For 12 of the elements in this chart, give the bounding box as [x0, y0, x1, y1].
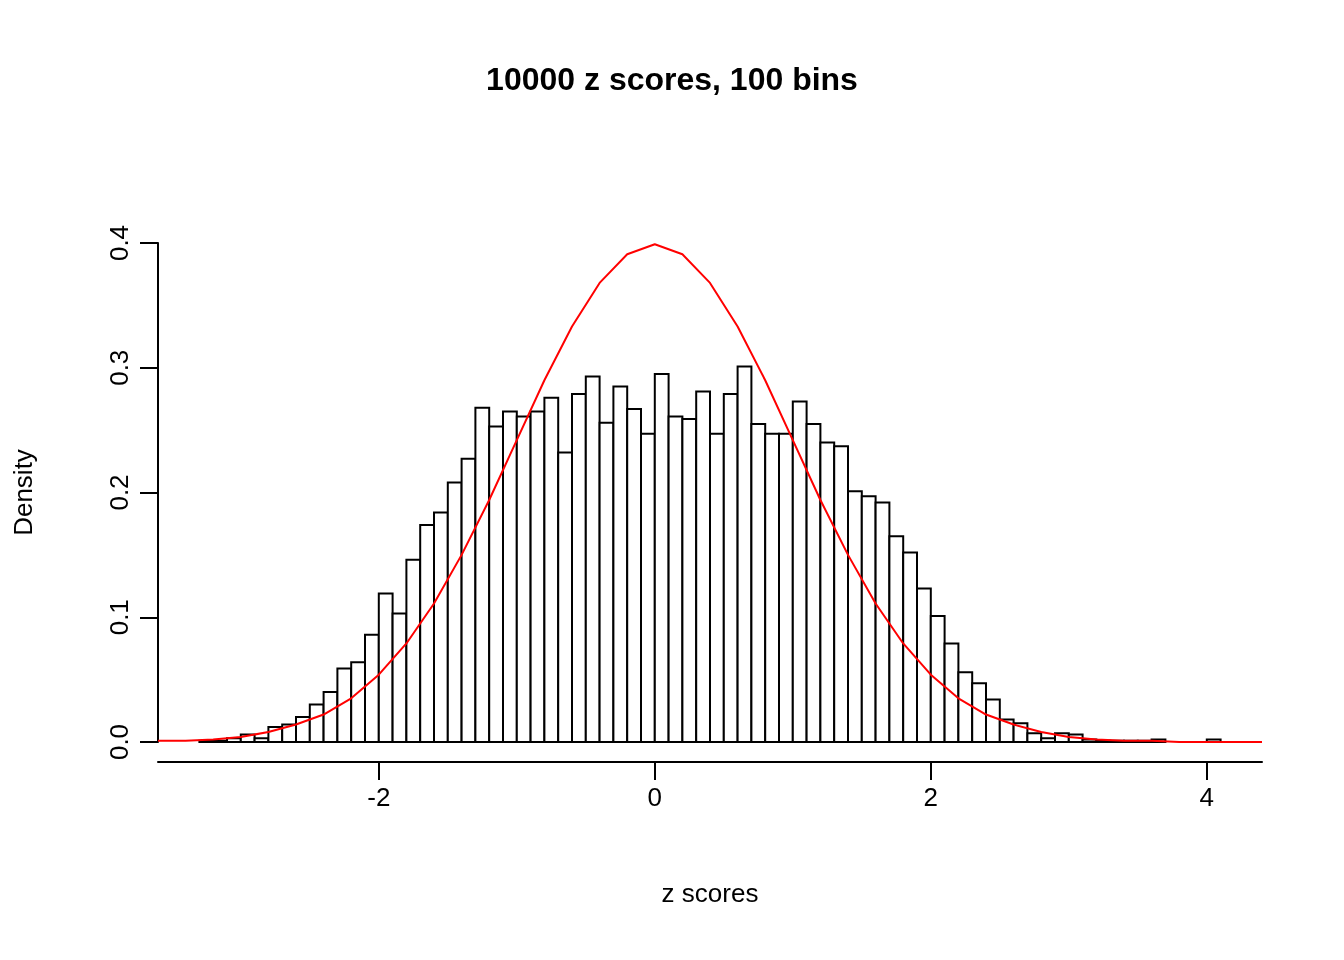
- y-tick-label: 0.3: [104, 349, 134, 386]
- x-tick-label: 2: [923, 782, 939, 812]
- chart-title: 10000 z scores, 100 bins: [486, 61, 858, 97]
- y-tick-label: 0.1: [104, 599, 134, 636]
- x-axis-title: z scores: [661, 878, 759, 908]
- y-tick-label: 0.4: [104, 224, 134, 262]
- x-tick-label: 4: [1199, 782, 1215, 812]
- x-tick-label: 0: [647, 782, 663, 812]
- x-tick-label: -2: [367, 782, 391, 812]
- y-axis-title: Density: [8, 449, 38, 536]
- y-tick-label: 0.0: [104, 723, 134, 761]
- y-tick-label: 0.2: [104, 474, 134, 511]
